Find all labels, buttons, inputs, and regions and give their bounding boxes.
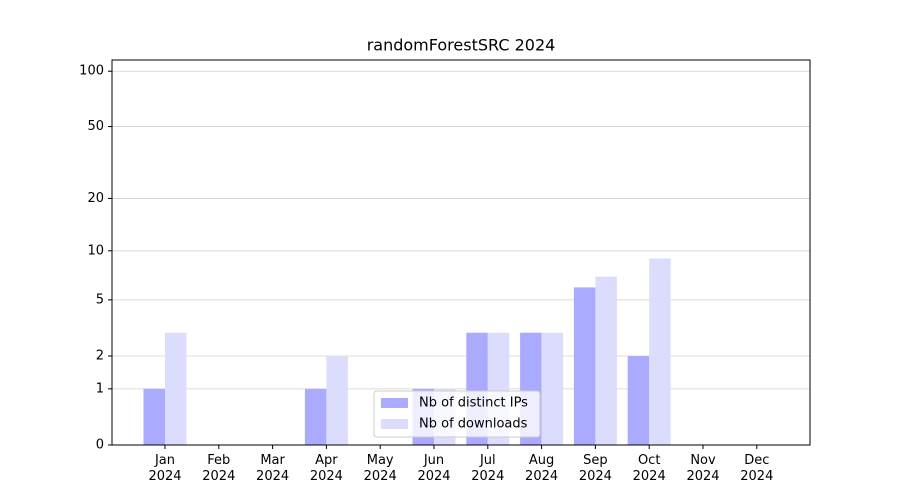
legend-box bbox=[373, 390, 541, 438]
x-tick-label: Mar 2024 bbox=[256, 453, 290, 484]
bar bbox=[595, 276, 617, 445]
legend-swatch bbox=[381, 419, 408, 429]
y-tick-label: 0 bbox=[96, 438, 104, 453]
y-tick-label: 2 bbox=[96, 349, 104, 364]
bar bbox=[649, 258, 671, 445]
y-tick-label: 100 bbox=[79, 64, 104, 79]
x-tick-label: Aug 2024 bbox=[525, 453, 559, 484]
chart-title: randomForestSRC 2024 bbox=[367, 36, 556, 55]
bar bbox=[304, 388, 327, 445]
bar bbox=[573, 287, 596, 445]
legend-label: Nb of distinct IPs bbox=[419, 396, 528, 411]
x-tick-label: Jun 2024 bbox=[417, 453, 451, 484]
bar bbox=[627, 356, 650, 445]
x-tick-label: May 2024 bbox=[363, 453, 397, 484]
x-tick-label: Jan 2024 bbox=[148, 453, 182, 484]
y-tick-label: 20 bbox=[87, 191, 104, 206]
x-tick-label: Feb 2024 bbox=[202, 453, 236, 484]
x-tick-label: Dec 2024 bbox=[740, 453, 774, 484]
y-tick-label: 1 bbox=[96, 381, 104, 396]
x-tick-label: Apr 2024 bbox=[309, 453, 343, 484]
bar bbox=[541, 332, 564, 445]
bar bbox=[165, 332, 187, 445]
y-tick-label: 5 bbox=[96, 292, 104, 307]
x-tick-label: Jul 2024 bbox=[471, 453, 505, 484]
legend-label: Nb of downloads bbox=[419, 417, 528, 432]
x-tick-label: Oct 2024 bbox=[632, 453, 666, 484]
legend-swatch bbox=[381, 398, 408, 408]
y-tick-label: 10 bbox=[87, 243, 104, 258]
x-tick-label: Sep 2024 bbox=[578, 453, 612, 484]
bar bbox=[326, 356, 348, 445]
plot-frame bbox=[111, 59, 811, 446]
x-tick-label: Nov 2024 bbox=[686, 453, 720, 484]
bar bbox=[143, 388, 165, 445]
y-tick-label: 50 bbox=[87, 119, 104, 134]
